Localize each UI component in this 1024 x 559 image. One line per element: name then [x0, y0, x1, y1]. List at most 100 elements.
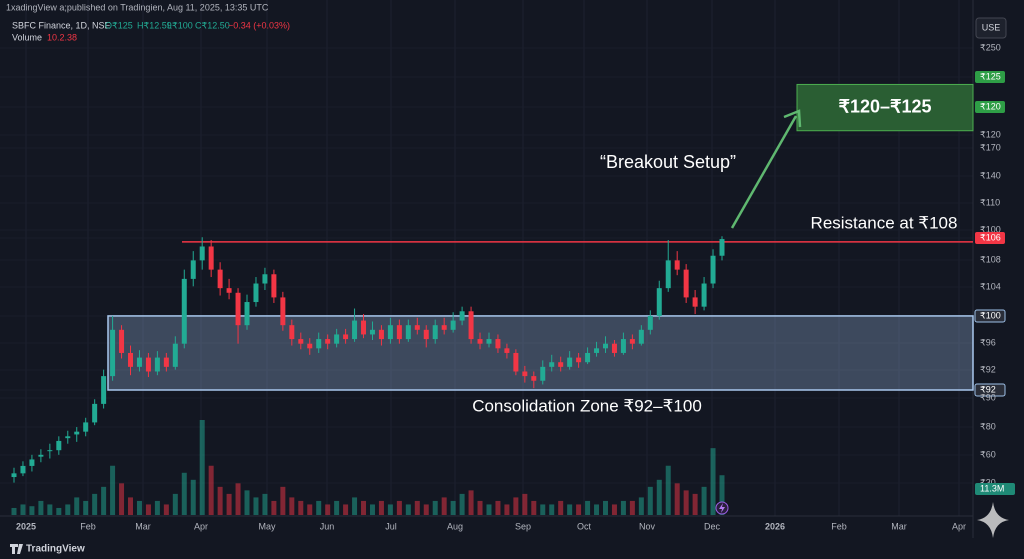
candle-body: [683, 269, 689, 298]
event-bolt: [719, 503, 725, 513]
volume-bar: [701, 486, 707, 515]
candle-body: [29, 459, 35, 466]
volume-bar: [576, 504, 582, 515]
volume-bar: [459, 493, 465, 515]
x-tick-label: Apr: [194, 521, 208, 531]
x-tick-label: Dec: [704, 521, 721, 531]
volume-bar: [369, 504, 375, 515]
candle-body: [361, 320, 367, 335]
volume-bar: [719, 475, 725, 515]
volume-bar: [468, 490, 474, 515]
candle-body: [423, 329, 429, 340]
candle-body: [387, 325, 393, 340]
price-tag: [975, 71, 1005, 83]
candle-body: [665, 260, 671, 289]
volume-bar: [656, 479, 662, 515]
candle-body: [459, 311, 465, 321]
volume-bar: [486, 504, 492, 515]
candle-body: [585, 352, 591, 363]
volume-bar: [540, 504, 546, 515]
candle-body: [154, 357, 160, 372]
candle-body: [119, 329, 125, 353]
volume-bar: [343, 504, 349, 515]
volume-legend-value: 10.2.38: [47, 32, 77, 42]
currency-button-label[interactable]: USE: [982, 22, 1001, 32]
candle-body: [92, 403, 98, 423]
currency-button[interactable]: [975, 17, 1007, 39]
candle-body: [701, 283, 707, 307]
volume-bar: [83, 500, 89, 515]
sparkle-icon: [977, 502, 1009, 538]
candle-body: [181, 278, 187, 344]
candle-body: [647, 315, 653, 330]
candle-body: [531, 376, 537, 381]
candle-body: [513, 352, 519, 372]
y-tick-label: ₹120: [980, 129, 1001, 139]
y-tick-label: ₹250: [980, 42, 1001, 52]
candle-body: [289, 325, 295, 340]
overlay-layer: “Breakout Setup” Resistance at ₹108 Consol…: [472, 96, 957, 415]
volume-bar: [334, 500, 340, 515]
y-tick-label: ₹125: [980, 71, 1001, 81]
candle-body: [567, 357, 573, 367]
volume-bar: [110, 465, 116, 515]
x-tick-label: Jun: [320, 521, 335, 531]
y-tick-label: ₹60: [980, 449, 996, 459]
volume-bar: [585, 500, 591, 515]
candle-body: [352, 320, 358, 340]
volume-bar: [531, 500, 537, 515]
y-tick-label: ₹80: [980, 421, 996, 431]
volume-bar: [414, 500, 420, 515]
candle-body: [235, 292, 241, 326]
candle-body: [620, 339, 626, 353]
volume-bar: [594, 504, 600, 515]
candle-body: [692, 297, 698, 307]
volume-bar: [307, 504, 313, 515]
volume-bar: [289, 497, 295, 515]
published-note: 1xadingView a;published on Tradingien, A…: [6, 2, 269, 12]
y-tick-label: ₹96: [980, 337, 996, 347]
candle-body: [549, 362, 555, 367]
candle-body: [441, 325, 447, 330]
candle-body: [280, 297, 286, 326]
volume-bar: [396, 500, 402, 515]
candle-body: [244, 302, 250, 326]
volume-bar: [136, 500, 142, 515]
volume-tag: [975, 483, 1015, 495]
volume-bar: [405, 504, 411, 515]
ohlc-value: C₹12.50: [195, 20, 230, 30]
candle-body: [656, 288, 662, 316]
volume-bar: [477, 500, 483, 515]
x-tick-label: Mar: [135, 521, 151, 531]
volume-bar: [522, 493, 528, 515]
volume-bar: [638, 497, 644, 515]
candle-body: [674, 260, 680, 270]
candle-body: [576, 357, 582, 363]
candle-body: [710, 255, 716, 284]
candle-body: [378, 329, 384, 340]
candle-body: [65, 436, 71, 439]
volume-bar: [11, 507, 17, 515]
volume-legend-name: Volume: [12, 32, 42, 42]
y-tick-label: ₹170: [980, 142, 1001, 152]
candle-layer: [11, 236, 725, 483]
y-tick-label: ₹104: [980, 281, 1001, 291]
volume-bar: [441, 497, 447, 515]
arrow-head: [783, 109, 802, 128]
volume-bar: [325, 504, 331, 515]
y-tick-label: ₹110: [980, 197, 1000, 207]
candle-body: [522, 371, 528, 377]
volume-bar: [692, 493, 698, 515]
candle-body: [594, 348, 600, 353]
footer-brand: TradingView: [26, 544, 85, 555]
volume-bar: [262, 493, 268, 515]
volume-bar: [423, 504, 429, 515]
annotation-consolidation: Consolidation Zone ₹92–₹100: [472, 396, 702, 415]
candle-body: [369, 329, 375, 335]
candle-body: [495, 339, 501, 349]
candle-body: [253, 283, 259, 303]
candle-body: [558, 362, 564, 367]
volume-bar: [513, 497, 519, 515]
volume-bar: [387, 504, 393, 515]
candle-body: [486, 339, 492, 344]
